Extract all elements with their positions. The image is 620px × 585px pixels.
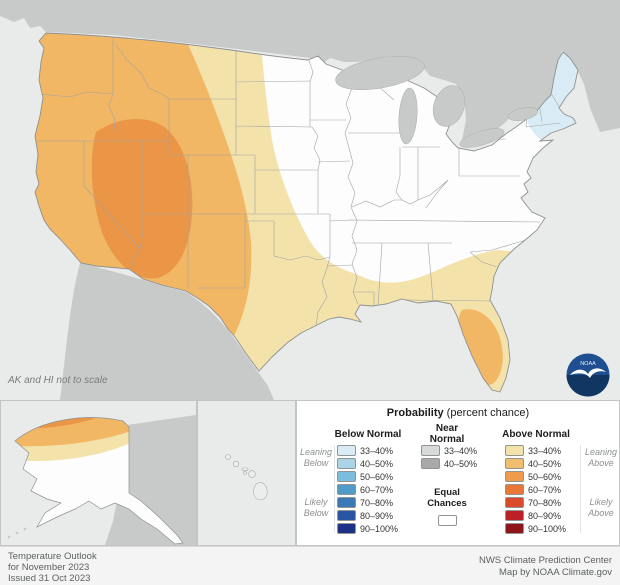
near-label-2: 40–50% xyxy=(444,458,478,469)
legend-row: 70–80% xyxy=(337,497,393,508)
legend-row: 33–40% xyxy=(505,445,561,456)
below-label-6: 80–90% xyxy=(360,510,394,521)
hawaiian-islands xyxy=(225,454,268,501)
great-lakes xyxy=(335,56,538,148)
below-swatch-2 xyxy=(337,458,356,469)
above-swatch-3 xyxy=(505,471,524,482)
below-label-3: 50–60% xyxy=(360,471,394,482)
footer-issued-text: Temperature Outlook for November 2023 Is… xyxy=(8,551,97,584)
above-normal-header: Above Normal xyxy=(502,429,570,440)
above-swatch-5 xyxy=(505,497,524,508)
legend-panel: Probability (percent chance) Below Norma… xyxy=(296,400,620,546)
legend-row: 50–60% xyxy=(505,471,561,482)
below-label-5: 70–80% xyxy=(360,497,394,508)
likely-below-label: Likely Below xyxy=(303,497,329,518)
above-swatch-7 xyxy=(505,523,524,534)
legend-row: 50–60% xyxy=(337,471,393,482)
above-swatch-2 xyxy=(505,458,524,469)
below-label-4: 60–70% xyxy=(360,484,394,495)
alaska-map xyxy=(1,401,196,545)
above-swatch-4 xyxy=(505,484,524,495)
below-swatch-6 xyxy=(337,510,356,521)
footer-bar: Temperature Outlook for November 2023 Is… xyxy=(0,546,620,585)
below-swatch-7 xyxy=(337,523,356,534)
lake-huron xyxy=(432,85,466,127)
alaska-inset xyxy=(0,400,197,546)
legend-row: 80–90% xyxy=(337,510,393,521)
legend-row: 40–50% xyxy=(337,458,393,469)
above-swatch-1 xyxy=(505,445,524,456)
hawaii-inset xyxy=(197,400,296,546)
legend-row: 80–90% xyxy=(505,510,561,521)
leaning-above-label: Leaning Above xyxy=(584,447,618,468)
lake-michigan xyxy=(398,87,418,145)
legend-title: Probability (percent chance) xyxy=(386,407,530,419)
above-swatch-6 xyxy=(505,510,524,521)
noaa-logo-lower xyxy=(566,375,610,397)
noaa-logo: NOAA xyxy=(566,353,610,397)
scale-note: AK and HI not to scale xyxy=(7,375,108,386)
legend-divider-right xyxy=(580,445,581,533)
legend-divider-left xyxy=(334,445,335,533)
legend-row: 33–40% xyxy=(421,445,477,456)
legend-row: 60–70% xyxy=(337,484,393,495)
legend-row: 33–40% xyxy=(337,445,393,456)
likely-above-label: Likely Above xyxy=(588,497,614,518)
below-label-7: 90–100% xyxy=(360,523,399,534)
above-label-5: 70–80% xyxy=(528,497,562,508)
above-label-6: 80–90% xyxy=(528,510,562,521)
mexico-landmass xyxy=(60,263,274,400)
conus-map: AK and HI not to scale xyxy=(0,0,620,400)
lake-superior xyxy=(335,56,425,90)
below-label-1: 33–40% xyxy=(360,445,394,456)
legend-row: 40–50% xyxy=(421,458,477,469)
canada-landmass xyxy=(0,0,620,140)
above-label-7: 90–100% xyxy=(528,523,567,534)
footer-credit-text: NWS Climate Prediction Center Map by NOA… xyxy=(478,555,612,578)
below-label-2: 40–50% xyxy=(360,458,394,469)
above-label-2: 40–50% xyxy=(528,458,562,469)
leaning-below-label: Leaning Below xyxy=(299,447,333,468)
state-borders xyxy=(37,35,562,326)
near-swatch-2 xyxy=(421,458,440,469)
below-swatch-1 xyxy=(337,445,356,456)
noaa-logo-text: NOAA xyxy=(580,361,596,367)
below-swatch-3 xyxy=(337,471,356,482)
above-label-4: 60–70% xyxy=(528,484,562,495)
region-above-50-60-core xyxy=(91,118,193,279)
legend-row: 60–70% xyxy=(505,484,561,495)
below-swatch-4 xyxy=(337,484,356,495)
equal-chances-swatch xyxy=(438,515,457,526)
near-normal-header: Near Normal xyxy=(429,423,465,445)
noaa-seagull-icon xyxy=(570,368,606,378)
legend-row: 90–100% xyxy=(337,523,398,534)
near-label-1: 33–40% xyxy=(444,445,478,456)
below-normal-header: Below Normal xyxy=(334,429,402,440)
aleutian-islands xyxy=(7,527,27,539)
lake-erie xyxy=(459,128,505,148)
near-swatch-1 xyxy=(421,445,440,456)
above-label-3: 50–60% xyxy=(528,471,562,482)
legend-row: 90–100% xyxy=(505,523,566,534)
equal-chances-label: Equal Chances xyxy=(427,487,467,509)
legend-row: 70–80% xyxy=(505,497,561,508)
legend-row: 40–50% xyxy=(505,458,561,469)
lake-ontario xyxy=(508,107,538,121)
hawaii-map xyxy=(198,401,295,545)
above-label-1: 33–40% xyxy=(528,445,562,456)
below-swatch-5 xyxy=(337,497,356,508)
